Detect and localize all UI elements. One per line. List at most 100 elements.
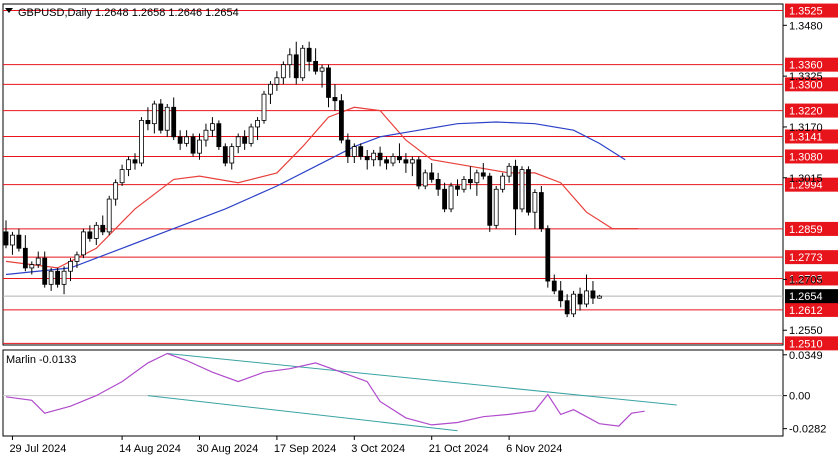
level-label: 1.3525 [789,6,823,18]
level-label: 1.2510 [789,338,823,350]
candle [242,130,248,150]
candle [158,99,164,134]
candle [590,281,596,305]
candle [390,153,396,167]
candle [177,130,183,150]
candle [164,104,170,137]
candle [3,220,9,249]
candle-body [113,182,119,200]
candle-body [184,136,190,144]
collapse-triangle-icon[interactable] [5,8,13,13]
candle-body [590,290,596,299]
level-label: 1.2773 [789,252,823,264]
level-label-box [785,129,838,144]
candle [416,156,422,190]
candle-body [42,257,48,285]
candle [371,149,377,167]
price-panel-frame [2,3,784,346]
candle [429,163,435,183]
candle [74,251,80,268]
candle [319,64,325,88]
candle [255,117,260,141]
level-label: 1.3141 [789,131,823,143]
candle-body [197,139,202,154]
candle [487,172,493,232]
time-tick-label: 6 Nov 2024 [506,443,562,455]
level-label: 1.3220 [789,106,823,118]
price-tick-label: 1.3480 [789,20,823,32]
candle-body [551,280,557,292]
candle [506,163,512,183]
candle [48,267,54,291]
price-panel [2,3,784,346]
chart-header: GBPUSD,Daily 1.2648 1.2658 1.2646 1.2654… [5,7,239,366]
candle-body [358,146,364,157]
candle-body [493,188,499,226]
candle-body [145,119,151,125]
candle [326,64,331,108]
candle-body [81,231,86,256]
candle-body [300,47,306,79]
candle [474,169,480,196]
candle [435,172,441,196]
candle-body [429,172,435,180]
candle-body [513,165,518,210]
candle-body [68,260,73,272]
candle [403,153,409,173]
level-label: 1.2859 [789,224,823,236]
candle [261,90,267,124]
marlin-panel: 0.0349 0.00 -0.0282 [2,349,826,437]
time-tick-label: 17 Sep 2024 [274,443,336,455]
candle [461,176,467,193]
oscillator-title: Marlin -0.0133 [6,354,76,366]
candle-body [171,106,177,138]
candle [551,274,557,295]
candle-body [526,169,531,213]
red-moving-average-line [5,106,639,269]
time-tick-label: 3 Oct 2024 [351,443,405,455]
candle-body [55,270,60,285]
candle [42,251,48,288]
time-tick-label: 14 Aug 2024 [119,443,181,455]
candle-body [248,126,254,144]
candle-body [487,175,493,226]
candle-body [474,172,480,184]
candle-body [461,179,467,190]
candle [197,133,202,160]
candle-body [106,198,112,233]
candle-body [93,224,99,239]
candle [184,130,190,147]
marlin-line [5,352,645,427]
candle-body [519,169,525,210]
candle [455,179,460,196]
candle-body [500,175,506,190]
candle [558,281,564,308]
candle-body [255,119,260,128]
candle [293,41,299,85]
candle [93,222,99,245]
candle [584,274,589,308]
candle-body [190,136,196,154]
candle-body [564,300,570,315]
price-tick-label: 1.3015 [789,173,823,185]
candle [351,143,357,164]
candle-body [119,169,125,184]
resistance-support-levels: 1.3525 1.3360 1.3300 1.3220 1.3141 1.3080 1.29… [3,3,838,351]
candle [442,182,448,213]
candle [229,143,235,170]
level-label-box [785,177,838,192]
candle [532,189,538,229]
price-tick-label: 1.2550 [789,325,823,337]
candle-body [177,136,183,144]
candle-body [306,47,312,62]
candle-body [61,270,67,285]
level-label-box [785,302,838,317]
candle [409,156,415,177]
candle-body [10,234,15,246]
candle [480,163,486,180]
candle-body [532,192,538,213]
candle [500,172,506,193]
candle [81,228,86,259]
candle-body [158,103,164,131]
